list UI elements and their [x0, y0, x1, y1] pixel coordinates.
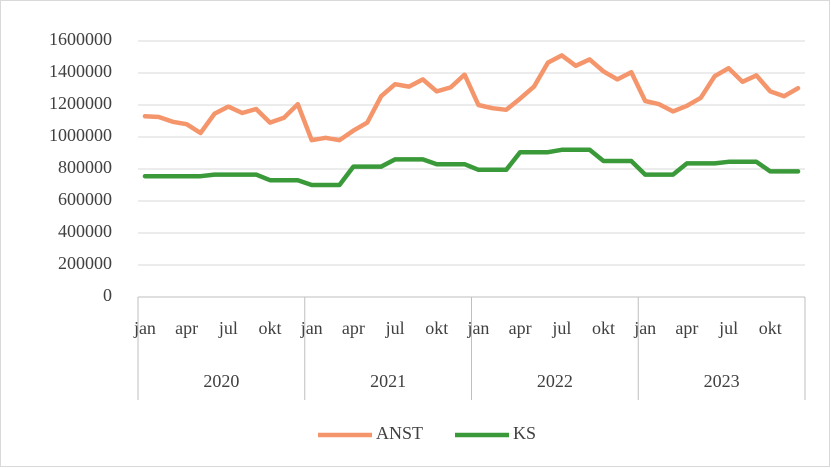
- x-tick-label: jul: [551, 318, 571, 338]
- x-group-label: 2023: [704, 371, 740, 391]
- y-tick-label: 800000: [58, 157, 112, 177]
- y-tick-label: 1200000: [49, 93, 112, 113]
- series-line: [142, 147, 801, 188]
- x-tick-label: okt: [759, 318, 782, 338]
- x-tick-label: apr: [175, 318, 198, 338]
- x-tick-label: jan: [466, 318, 489, 338]
- x-group-label: 2021: [370, 371, 406, 391]
- y-tick-label: 1000000: [49, 125, 112, 145]
- x-tick-label: apr: [675, 318, 698, 338]
- x-tick-label: apr: [509, 318, 532, 338]
- legend-label: ANST: [376, 423, 423, 443]
- x-tick-label: jan: [300, 318, 323, 338]
- y-tick-label: 600000: [58, 189, 112, 209]
- x-tick-label: jul: [385, 318, 405, 338]
- x-tick-label: jul: [218, 318, 238, 338]
- x-tick-label: okt: [592, 318, 615, 338]
- x-tick-label: apr: [342, 318, 365, 338]
- y-tick-label: 1400000: [49, 61, 112, 81]
- x-group-label: 2022: [537, 371, 573, 391]
- series-line: [142, 53, 801, 143]
- x-group-label: 2020: [203, 371, 239, 391]
- y-tick-label: 1600000: [49, 29, 112, 49]
- x-tick-label: jan: [633, 318, 656, 338]
- y-tick-label: 200000: [58, 253, 112, 273]
- x-tick-label: okt: [259, 318, 282, 338]
- x-tick-label: jan: [133, 318, 156, 338]
- legend-label: KS: [513, 423, 536, 443]
- y-tick-label: 0: [103, 285, 112, 305]
- x-tick-label: jul: [718, 318, 738, 338]
- y-tick-label: 400000: [58, 221, 112, 241]
- x-tick-label: okt: [425, 318, 448, 338]
